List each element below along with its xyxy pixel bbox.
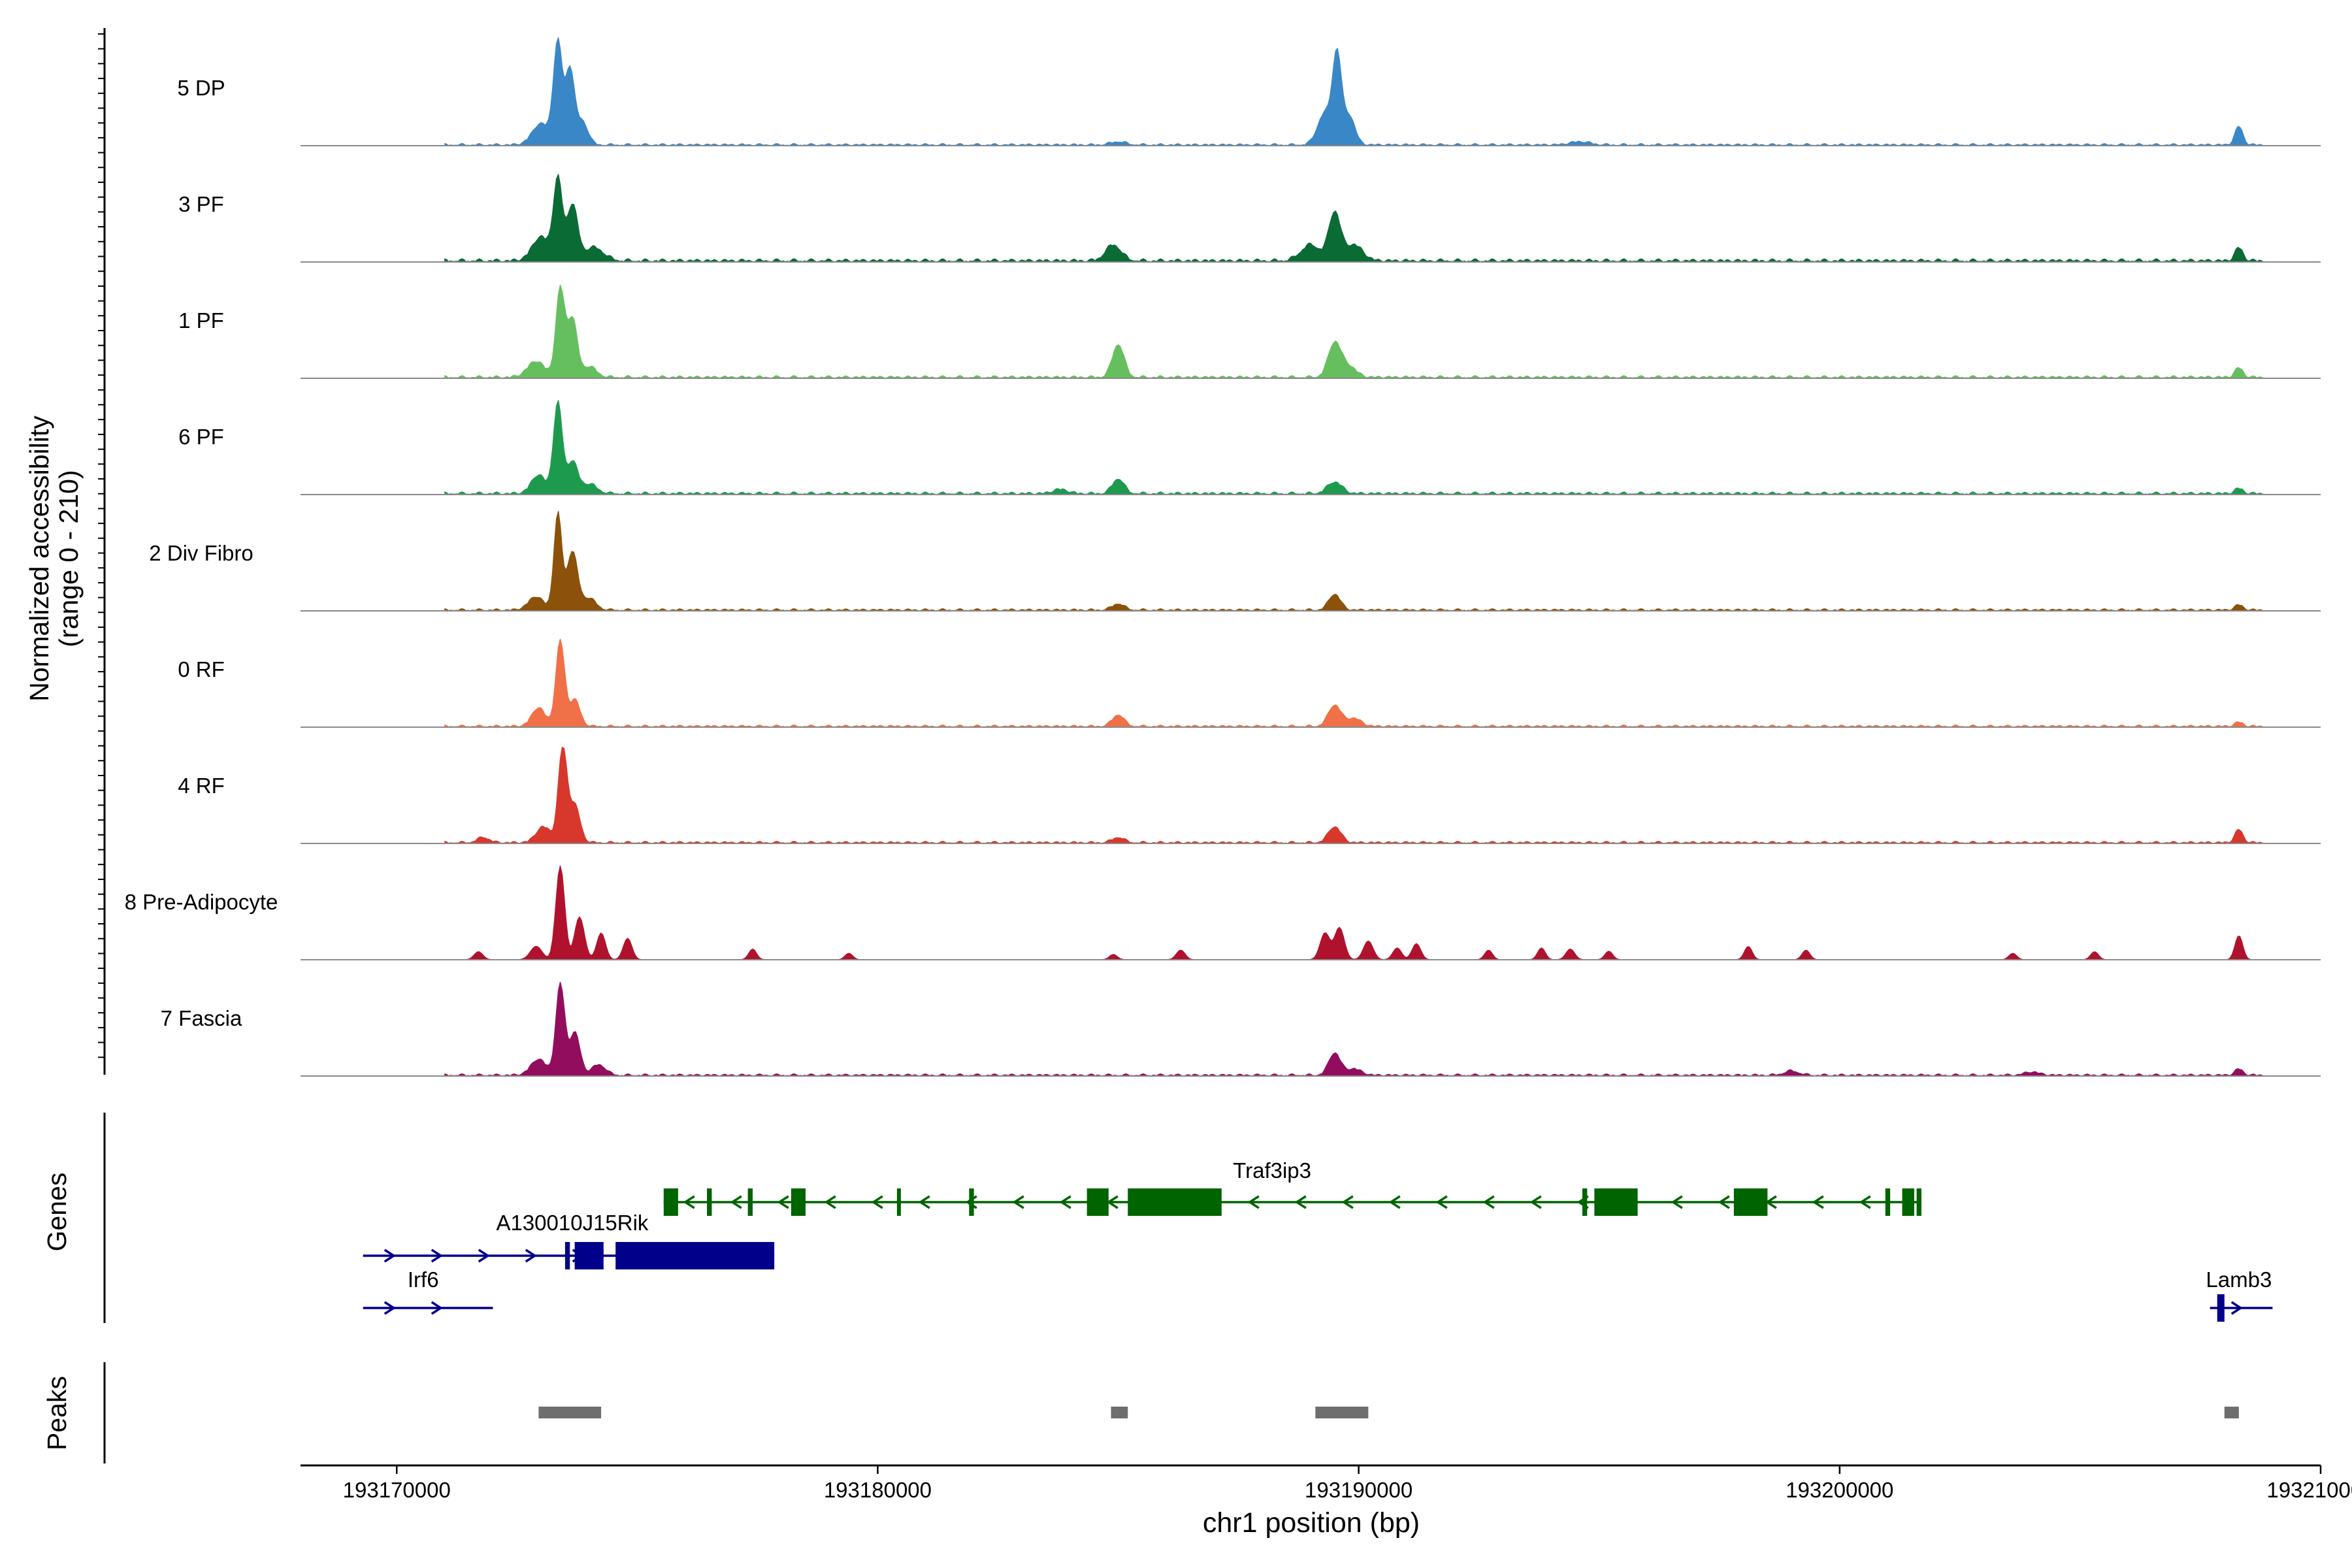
coverage-track: 4 RF <box>178 747 2321 844</box>
gene-exon <box>663 1188 678 1216</box>
track-label: 2 Div Fibro <box>149 541 253 565</box>
track-label: 3 PF <box>178 192 224 216</box>
strand-arrow <box>1812 1195 1824 1209</box>
coverage-tracks: 5 DP 3 PF 1 PF 6 PF 2 Div Fibro 0 RF 4 RF 8 Pre… <box>125 37 2321 1077</box>
x-axis: 193170000 193180000 193190000 193200000 1932… <box>301 1464 2352 1502</box>
genes-panel-label: Genes <box>42 1173 72 1252</box>
strand-arrow <box>1435 1195 1448 1209</box>
y-axis <box>98 28 106 1075</box>
gene-model: Traf3ip3 <box>663 1158 1921 1216</box>
strand-arrow <box>1718 1195 1730 1209</box>
strand-arrow <box>1341 1195 1354 1209</box>
gene-exon <box>615 1242 775 1269</box>
strand-arrow <box>384 1301 396 1315</box>
strand-arrow <box>431 1249 443 1263</box>
coverage-track: 7 Fascia <box>161 981 2321 1077</box>
track-label: 6 PF <box>178 425 224 449</box>
gene-model: Lamb3 <box>2206 1267 2273 1322</box>
strand-arrow <box>1388 1195 1401 1209</box>
strand-arrow <box>1529 1195 1542 1209</box>
track-label: 8 Pre-Adipocyte <box>125 890 278 914</box>
coverage-track: 3 PF <box>178 174 2321 263</box>
x-tick-label: 193200000 <box>1786 1478 1893 1502</box>
y-axis-label: Normalized accessibility <box>24 416 54 702</box>
strand-arrow <box>683 1195 695 1209</box>
strand-arrow <box>1247 1195 1260 1209</box>
x-axis-label: chr1 position (bp) <box>1203 1507 1420 1539</box>
strand-arrow <box>2230 1301 2243 1315</box>
gene-exon <box>564 1242 570 1269</box>
peak-regions-track <box>103 1362 2239 1463</box>
strand-arrow <box>1294 1195 1307 1209</box>
gene-annotation-track: Traf3ip3 A130010J15Rik Irf6 Lamb3 <box>103 1113 2273 1323</box>
y-axis-label-range: (range 0 - 210) <box>54 470 84 647</box>
gene-exon <box>896 1188 901 1216</box>
gene-exon <box>1086 1188 1109 1216</box>
strand-arrow <box>1671 1195 1683 1209</box>
peak-region <box>2224 1407 2239 1418</box>
gene-exon <box>1902 1188 1914 1216</box>
gene-exon <box>1885 1188 1891 1216</box>
track-label: 4 RF <box>178 774 225 798</box>
track-label: 5 DP <box>177 76 225 100</box>
coverage-track: 5 DP <box>177 37 2321 146</box>
strand-arrow <box>525 1249 537 1263</box>
x-tick-label: 193180000 <box>824 1478 932 1502</box>
strand-arrow <box>777 1195 789 1209</box>
strand-arrow <box>871 1195 883 1209</box>
gene-exon <box>969 1188 974 1216</box>
track-label: 7 Fascia <box>161 1006 242 1030</box>
gene-exon <box>574 1242 604 1269</box>
x-tick-label: 193190000 <box>1305 1478 1413 1502</box>
strand-arrow <box>1012 1195 1024 1209</box>
gene-exon <box>791 1188 806 1216</box>
gene-exon <box>2217 1294 2225 1322</box>
strand-arrow <box>824 1195 836 1209</box>
peaks-panel-label: Peaks <box>42 1376 72 1450</box>
track-label: 0 RF <box>178 657 225 681</box>
gene-exon <box>1128 1188 1222 1216</box>
strand-arrow <box>1059 1195 1071 1209</box>
coverage-area <box>444 174 2264 263</box>
coverage-area <box>444 284 2264 379</box>
gene-label: Irf6 <box>408 1267 439 1292</box>
gene-exon <box>1733 1188 1768 1216</box>
strand-arrow <box>431 1301 443 1315</box>
coverage-track: 0 RF <box>178 638 2321 728</box>
coverage-track: 2 Div Fibro <box>149 511 2321 612</box>
strand-arrow <box>730 1195 742 1209</box>
peak-region <box>538 1407 602 1418</box>
x-tick-label: 193170000 <box>343 1478 451 1502</box>
strand-arrow <box>918 1195 930 1209</box>
track-label: 1 PF <box>178 308 224 333</box>
gene-model: A130010J15Rik <box>363 1211 775 1269</box>
strand-arrow <box>1859 1195 1871 1209</box>
gene-exon <box>1916 1188 1921 1216</box>
gene-label: Lamb3 <box>2206 1267 2272 1292</box>
gene-label: Traf3ip3 <box>1233 1158 1311 1183</box>
strand-arrow <box>1482 1195 1495 1209</box>
gene-exon <box>1582 1188 1588 1216</box>
gene-exon <box>1594 1188 1638 1216</box>
gene-label: A130010J15Rik <box>496 1211 648 1235</box>
coverage-area <box>444 400 2264 495</box>
x-tick-label: 193210000 <box>2266 1478 2352 1502</box>
peak-region <box>1315 1407 1369 1418</box>
strand-arrow <box>478 1249 490 1263</box>
coverage-track: 6 PF <box>178 400 2321 495</box>
coverage-track: 8 Pre-Adipocyte <box>125 865 2321 960</box>
strand-arrow <box>384 1249 396 1263</box>
gene-exon <box>707 1188 712 1216</box>
coverage-track: 1 PF <box>178 284 2321 379</box>
gene-exon <box>747 1188 753 1216</box>
gene-model: Irf6 <box>363 1267 493 1315</box>
peak-region <box>1111 1407 1128 1418</box>
strand-arrow <box>1106 1195 1119 1209</box>
